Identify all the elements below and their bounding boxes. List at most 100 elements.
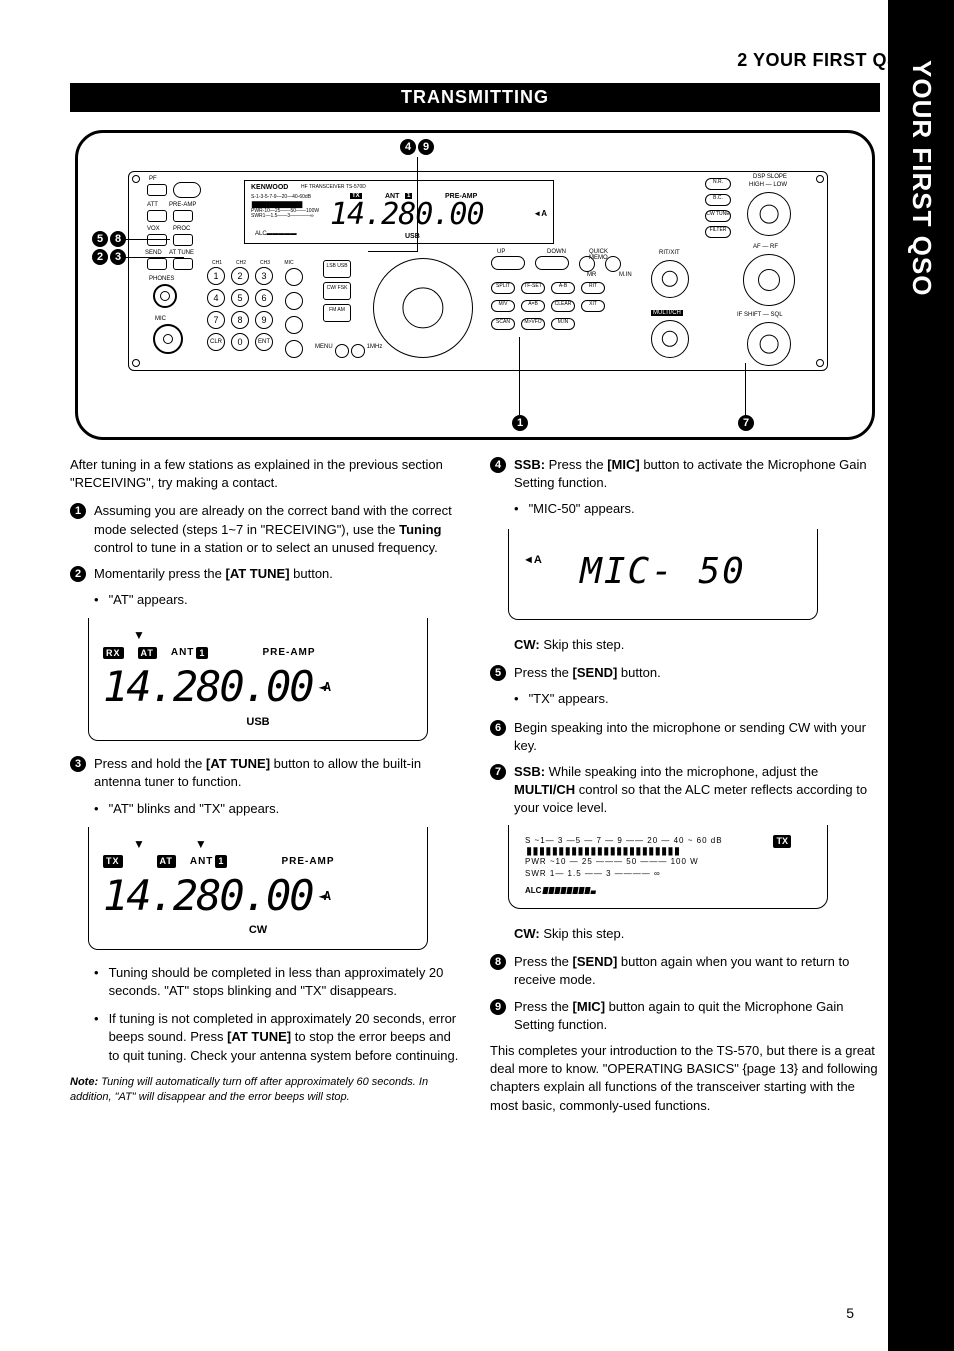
step-7: 7 SSB: While speaking into the microphon… (490, 763, 880, 818)
lcd-display-2: ▼▼ TX AT ANT1 PRE-AMP 14.280.00 ◄A CW (88, 828, 428, 950)
lcd-frequency: 14.280.00 (330, 197, 484, 232)
btn-cw-fsk: CW/ FSK (323, 282, 351, 300)
label-send: SEND (145, 250, 162, 256)
side-tab-text: YOUR FIRST QSO (906, 60, 937, 296)
alc-label: ALC▬▬▬▬▬ (255, 231, 297, 237)
knob-multich (651, 320, 689, 358)
btn-filter: FILTER (705, 226, 731, 238)
label-preamp: PRE-AMP (169, 202, 196, 208)
label-att: ATT (147, 202, 158, 208)
btn-power (173, 182, 201, 198)
btn-scan: SCAN (491, 318, 515, 330)
label-multich: MULTI/CH (651, 310, 683, 316)
radio-lcd: KENWOOD HF TRANSCEIVER TS-570D S-1-3-5-7… (244, 180, 554, 244)
callout-5: 5 (92, 231, 108, 247)
btn-menu (335, 344, 349, 358)
arrow-icon: ▼ (133, 836, 145, 853)
step-6: 6 Begin speaking into the microphone or … (490, 719, 880, 755)
step3-bold: [AT TUNE] (206, 756, 270, 771)
btn-nr: N.R. (705, 178, 731, 190)
step-5: 5 Press the [SEND] button. (490, 664, 880, 682)
btn-lsb-usb: LSB USB (323, 260, 351, 278)
btn-pf (147, 184, 167, 196)
lcd-mic-text: MIC- 50 (523, 547, 803, 597)
step8-num: 8 (490, 954, 506, 970)
kp-lbl-ch2: CH2 (231, 260, 251, 266)
lcd1-freq: 14.280.00 (103, 658, 313, 717)
key-6: 6 (255, 289, 273, 307)
arrow-icon: ▼ (195, 836, 207, 853)
step2-text-b: button. (290, 566, 333, 581)
step-8: 8 Press the [SEND] button again when you… (490, 953, 880, 989)
menu-btns: MENU 1MHz (315, 344, 382, 358)
btn-tfset: TF-SET (521, 282, 545, 294)
callout-3: 3 (110, 249, 126, 265)
label-highlow: HIGH — LOW (749, 182, 787, 188)
btn-mv: M/V (491, 300, 515, 312)
btn-ab: A-B (551, 282, 575, 294)
step1-bold: Tuning (399, 522, 441, 537)
step2-num: 2 (70, 566, 86, 582)
lcd1-mode: USB (103, 715, 413, 730)
callout-9: 9 (418, 139, 434, 155)
label-dsp: DSP SLOPE (753, 174, 787, 180)
jack-mic (153, 324, 183, 354)
callout-5-8: 5 8 (92, 231, 126, 247)
key-9: 9 (255, 311, 273, 329)
usb-label: USB (405, 233, 420, 240)
callout-4-9: 4 9 (400, 139, 434, 155)
callout-2-3: 2 3 (92, 249, 126, 265)
key-7: 7 (207, 311, 225, 329)
key-ent: ENT (255, 333, 273, 351)
callout-1: 1 (512, 415, 528, 431)
label-ifshift: IF SHIFT — SQL (737, 312, 783, 318)
key-4: 4 (207, 289, 225, 307)
callout-8: 8 (110, 231, 126, 247)
lcd1-suffix: ◄A (319, 679, 329, 696)
label-ritxit: RIT/XIT (659, 250, 680, 256)
vfo-a: ◄A (533, 209, 547, 218)
btn-delay (285, 340, 303, 358)
label-proc: PROC (173, 226, 190, 232)
label-attune: AT TUNE (169, 250, 194, 256)
key-3: 3 (255, 267, 273, 285)
btn-attune (173, 258, 193, 270)
btn-vox (147, 234, 167, 246)
btn-xit: XIT (581, 300, 605, 312)
btn-rit: RIT (581, 282, 605, 294)
meter-pwr: PWR ~10 — 25 ——— 50 ——— 100 W (525, 856, 811, 867)
cw-skip-1: CW: Skip this step. (514, 636, 880, 654)
btn-split: SPLIT (491, 282, 515, 294)
intro-text: After tuning in a few stations as explai… (70, 456, 460, 492)
meter-tx: TX (773, 835, 791, 848)
bullet-tuning-fail: If tuning is not completed in approximat… (94, 1010, 460, 1065)
key-2: 2 (231, 267, 249, 285)
step-9: 9 Press the [MIC] button again to quit t… (490, 998, 880, 1034)
label-pf: PF (149, 176, 157, 182)
key-0: 0 (231, 333, 249, 351)
key-5: 5 (231, 289, 249, 307)
jack-phones (153, 284, 177, 308)
knob-ritxit (651, 260, 689, 298)
right-btns: N.R. B.C. CW TUNE FILTER (705, 178, 731, 238)
kp-lbl-ch1: CH1 (207, 260, 227, 266)
btn-1mhz (351, 344, 365, 358)
meter-swr: SWR 1— 1.5 —— 3 ———— ∞ (525, 868, 811, 879)
btn-key (285, 316, 303, 334)
section-title-bar: TRANSMITTING (70, 83, 880, 112)
step7-num: 7 (490, 764, 506, 780)
knob-dsp (747, 192, 791, 236)
step4-sub: "MIC-50" appears. (514, 500, 880, 518)
bullet-tuning-complete: Tuning should be completed in less than … (94, 964, 460, 1000)
step5-sub: "TX" appears. (514, 690, 880, 708)
step3-num: 3 (70, 756, 86, 772)
btn-mvfo: M>VFO (521, 318, 545, 330)
btn-preamp (173, 210, 193, 222)
right-column: 4 SSB: Press the [MIC] button to activat… (490, 456, 880, 1125)
kp-lbl-ch3: CH3 (255, 260, 275, 266)
step-3: 3 Press and hold the [AT TUNE] button to… (70, 755, 460, 791)
mid-buttons: UP DOWN QUICK MEMO MR M.IN SPLIT TF-SET … (491, 256, 621, 330)
btn-clear: CLEAR (551, 300, 575, 312)
note-text: Note: Tuning will automatically turn off… (70, 1075, 460, 1106)
brand: KENWOOD (251, 184, 288, 191)
